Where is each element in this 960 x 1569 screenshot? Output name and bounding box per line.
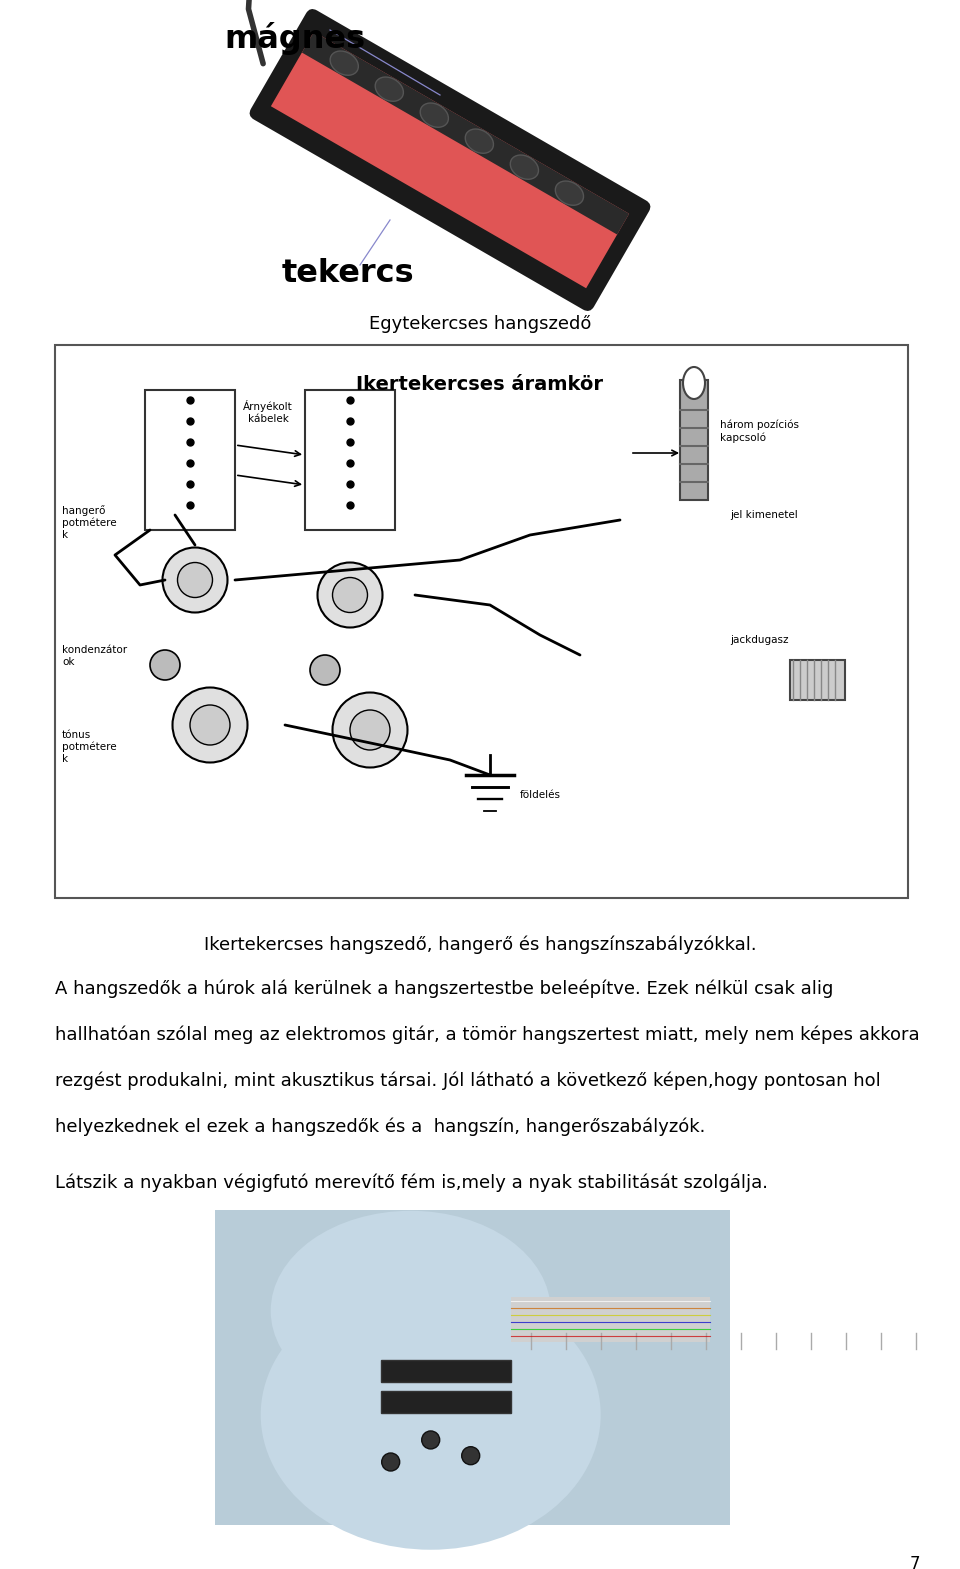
Text: Ikertekercses áramkör: Ikertekercses áramkör: [356, 375, 604, 394]
Bar: [790, 661, 845, 700]
Ellipse shape: [261, 1280, 601, 1550]
Ellipse shape: [271, 1211, 551, 1411]
Text: földelés: földelés: [520, 791, 561, 800]
FancyBboxPatch shape: [250, 9, 651, 311]
Bar: [381, 1360, 511, 1382]
Text: 7: 7: [909, 1555, 920, 1569]
Text: A hangszedők a húrok alá kerülnek a hangszertestbe beleépítve. Ezek nélkül csak : A hangszedők a húrok alá kerülnek a hang…: [55, 981, 833, 998]
Ellipse shape: [375, 77, 403, 102]
Text: jackdugasz: jackdugasz: [730, 635, 788, 645]
Ellipse shape: [332, 577, 368, 612]
Bar: [381, 1392, 511, 1414]
Text: Árnyékolt
kábelek: Árnyékolt kábelek: [243, 400, 293, 424]
Ellipse shape: [511, 155, 539, 179]
Ellipse shape: [330, 52, 358, 75]
Bar: [305, 391, 395, 530]
Text: Látszik a nyakban végigfutó merevítő fém is,mely a nyak stabilitását szolgálja.: Látszik a nyakban végigfutó merevítő fém…: [55, 1174, 768, 1192]
Text: mágnes: mágnes: [225, 22, 366, 55]
Ellipse shape: [555, 180, 584, 206]
Bar: [511, 1298, 710, 1343]
Ellipse shape: [350, 711, 390, 750]
Ellipse shape: [150, 650, 180, 679]
Text: három pozíciós
kapcsoló: három pozíciós kapcsoló: [720, 420, 799, 442]
Ellipse shape: [332, 692, 407, 767]
Ellipse shape: [178, 563, 212, 598]
Bar: [55, 345, 908, 897]
Text: tekercs: tekercs: [281, 257, 415, 289]
Bar: [271, 31, 629, 289]
Ellipse shape: [173, 687, 248, 763]
Text: kondenzátor
ok: kondenzátor ok: [62, 645, 127, 667]
Bar: [215, 1210, 730, 1525]
Bar: [301, 31, 629, 234]
Text: jel kimenetel: jel kimenetel: [730, 510, 798, 519]
Ellipse shape: [310, 654, 340, 686]
Ellipse shape: [420, 104, 448, 127]
Ellipse shape: [318, 563, 382, 628]
Ellipse shape: [462, 1447, 480, 1465]
Text: helyezkednek el ezek a hangszedők és a  hangszín, hangerőszabályzók.: helyezkednek el ezek a hangszedők és a h…: [55, 1119, 706, 1136]
Text: Ikertekercses hangszedő, hangerő és hangszínszabályzókkal.: Ikertekercses hangszedő, hangerő és hang…: [204, 937, 756, 954]
Ellipse shape: [382, 1453, 399, 1472]
Text: Egytekercses hangszedő: Egytekercses hangszedő: [369, 315, 591, 333]
Text: hangerő
potmétere
k: hangerő potmétere k: [62, 505, 116, 540]
Ellipse shape: [162, 548, 228, 612]
Ellipse shape: [190, 704, 230, 745]
Ellipse shape: [421, 1431, 440, 1448]
Text: tónus
potmétere
k: tónus potmétere k: [62, 730, 116, 764]
Text: rezgést produkalni, mint akusztikus társai. Jól látható a következő képen,hogy p: rezgést produkalni, mint akusztikus társ…: [55, 1072, 880, 1090]
Text: hallhatóan szólal meg az elektromos gitár, a tömör hangszertest miatt, mely nem : hallhatóan szólal meg az elektromos gitá…: [55, 1026, 920, 1045]
Bar: [145, 391, 235, 530]
Ellipse shape: [466, 129, 493, 154]
Bar: [680, 380, 708, 501]
Ellipse shape: [683, 367, 705, 399]
